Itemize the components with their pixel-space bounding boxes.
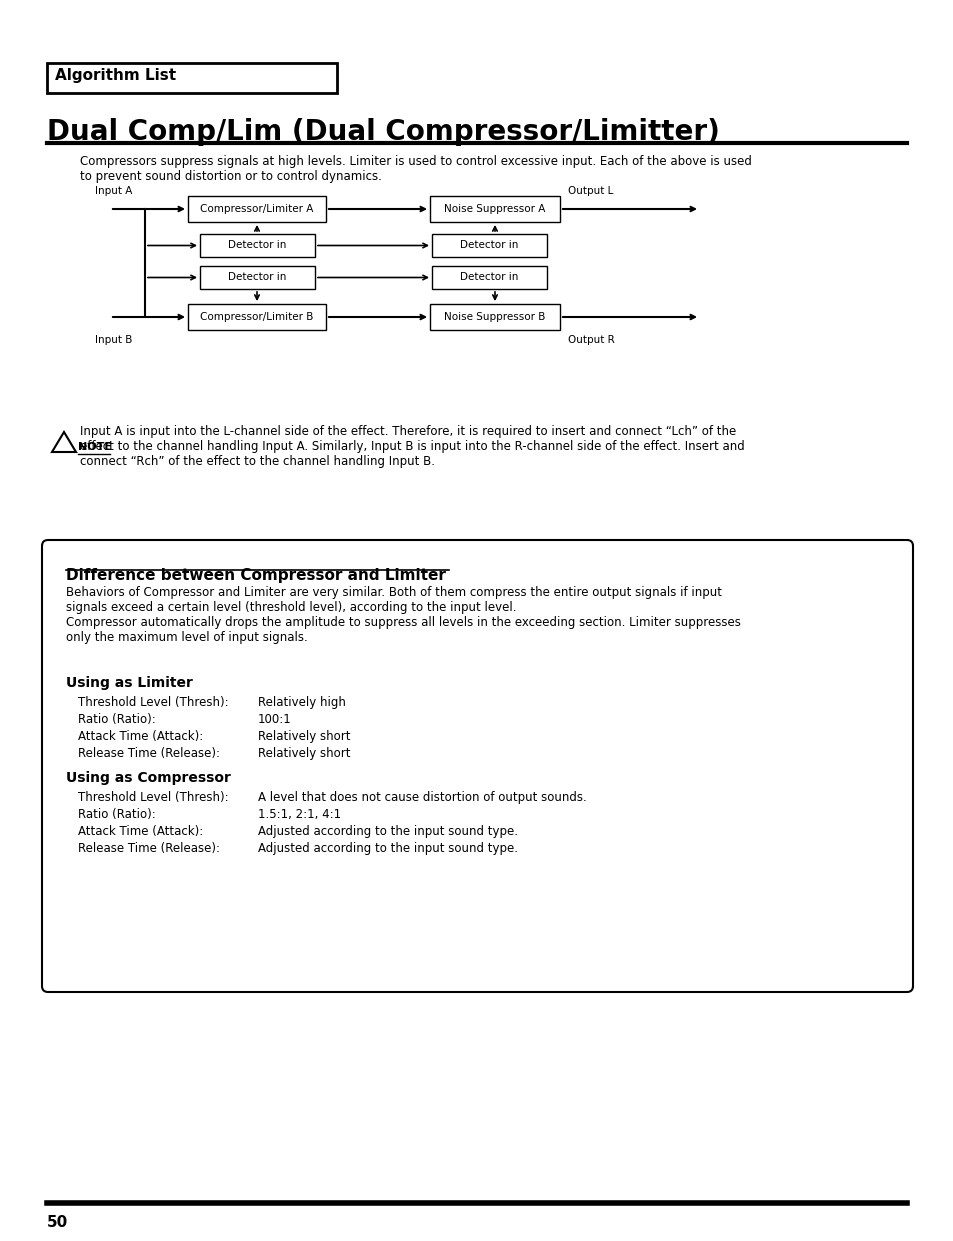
Text: Detector in: Detector in	[228, 273, 287, 283]
Bar	[432, 235, 546, 257]
Text: Using as Compressor: Using as Compressor	[66, 771, 231, 786]
Text: Detector in: Detector in	[460, 241, 518, 251]
Bar	[432, 266, 546, 289]
Text: Difference between Compressor and Limiter: Difference between Compressor and Limite…	[66, 568, 445, 583]
Text: Relatively short: Relatively short	[257, 730, 350, 743]
Text: Noise Suppressor B: Noise Suppressor B	[444, 311, 545, 321]
Bar	[200, 235, 314, 257]
Text: Input A: Input A	[95, 186, 132, 196]
Text: Compressor/Limiter B: Compressor/Limiter B	[200, 311, 314, 321]
FancyBboxPatch shape	[42, 540, 912, 992]
Text: Attack Time (Attack):: Attack Time (Attack):	[78, 730, 203, 743]
Bar	[188, 304, 326, 330]
Text: Ratio (Ratio):: Ratio (Ratio):	[78, 808, 155, 822]
Text: Relatively short: Relatively short	[257, 747, 350, 759]
Text: Output L: Output L	[567, 186, 613, 196]
Bar	[188, 196, 326, 222]
Text: Detector in: Detector in	[228, 241, 287, 251]
Text: Noise Suppressor A: Noise Suppressor A	[444, 204, 545, 213]
Text: Input A is input into the L-channel side of the effect. Therefore, it is require: Input A is input into the L-channel side…	[80, 424, 744, 468]
Text: Detector in: Detector in	[460, 273, 518, 283]
Text: Dual Comp/Lim (Dual Compressor/Limitter): Dual Comp/Lim (Dual Compressor/Limitter)	[47, 118, 720, 146]
Text: Threshold Level (Thresh):: Threshold Level (Thresh):	[78, 696, 229, 709]
Bar	[47, 63, 336, 93]
Bar	[430, 196, 559, 222]
Text: 100:1: 100:1	[257, 714, 292, 726]
Text: NOTE: NOTE	[78, 442, 112, 452]
Text: Adjusted according to the input sound type.: Adjusted according to the input sound ty…	[257, 841, 517, 855]
Text: Using as Limiter: Using as Limiter	[66, 676, 193, 690]
Text: A level that does not cause distortion of output sounds.: A level that does not cause distortion o…	[257, 791, 586, 804]
Text: Input B: Input B	[95, 335, 132, 345]
Text: Attack Time (Attack):: Attack Time (Attack):	[78, 825, 203, 838]
Bar	[200, 266, 314, 289]
Text: Algorithm List: Algorithm List	[55, 68, 176, 83]
Text: 1.5:1, 2:1, 4:1: 1.5:1, 2:1, 4:1	[257, 808, 341, 822]
Text: Adjusted according to the input sound type.: Adjusted according to the input sound ty…	[257, 825, 517, 838]
Text: Output R: Output R	[567, 335, 614, 345]
Bar	[430, 304, 559, 330]
Text: 50: 50	[47, 1215, 69, 1230]
Text: Relatively high: Relatively high	[257, 696, 346, 709]
Text: Release Time (Release):: Release Time (Release):	[78, 747, 220, 759]
Text: Threshold Level (Thresh):: Threshold Level (Thresh):	[78, 791, 229, 804]
Text: Ratio (Ratio):: Ratio (Ratio):	[78, 714, 155, 726]
Text: Compressor/Limiter A: Compressor/Limiter A	[200, 204, 314, 213]
Text: Release Time (Release):: Release Time (Release):	[78, 841, 220, 855]
Text: Compressors suppress signals at high levels. Limiter is used to control excessiv: Compressors suppress signals at high lev…	[80, 155, 751, 182]
Text: Behaviors of Compressor and Limiter are very similar. Both of them compress the : Behaviors of Compressor and Limiter are …	[66, 586, 740, 644]
